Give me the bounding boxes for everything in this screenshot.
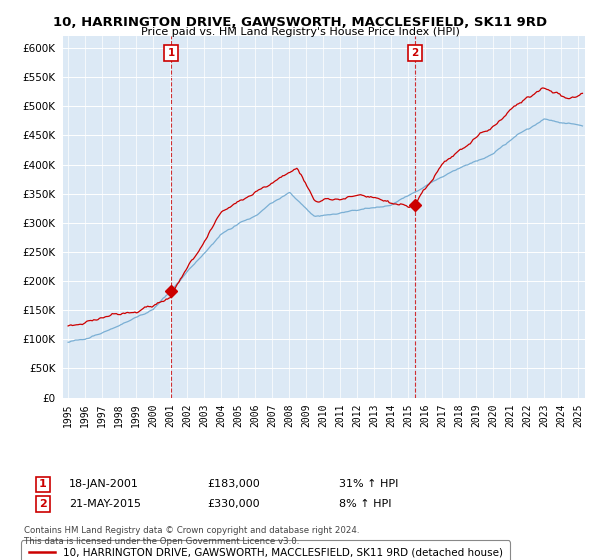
- Text: £330,000: £330,000: [207, 499, 260, 509]
- Text: This data is licensed under the Open Government Licence v3.0.: This data is licensed under the Open Gov…: [24, 537, 299, 546]
- Text: £183,000: £183,000: [207, 479, 260, 489]
- Text: 31% ↑ HPI: 31% ↑ HPI: [339, 479, 398, 489]
- Text: 8% ↑ HPI: 8% ↑ HPI: [339, 499, 391, 509]
- Text: Price paid vs. HM Land Registry's House Price Index (HPI): Price paid vs. HM Land Registry's House …: [140, 27, 460, 37]
- Text: 2: 2: [39, 499, 47, 509]
- Text: 10, HARRINGTON DRIVE, GAWSWORTH, MACCLESFIELD, SK11 9RD: 10, HARRINGTON DRIVE, GAWSWORTH, MACCLES…: [53, 16, 547, 29]
- Text: 1: 1: [167, 48, 175, 58]
- Legend: 10, HARRINGTON DRIVE, GAWSWORTH, MACCLESFIELD, SK11 9RD (detached house), HPI: A: 10, HARRINGTON DRIVE, GAWSWORTH, MACCLES…: [21, 540, 510, 560]
- Text: 2: 2: [412, 48, 419, 58]
- Text: 18-JAN-2001: 18-JAN-2001: [69, 479, 139, 489]
- Text: Contains HM Land Registry data © Crown copyright and database right 2024.: Contains HM Land Registry data © Crown c…: [24, 526, 359, 535]
- Text: 21-MAY-2015: 21-MAY-2015: [69, 499, 141, 509]
- Text: 1: 1: [39, 479, 47, 489]
